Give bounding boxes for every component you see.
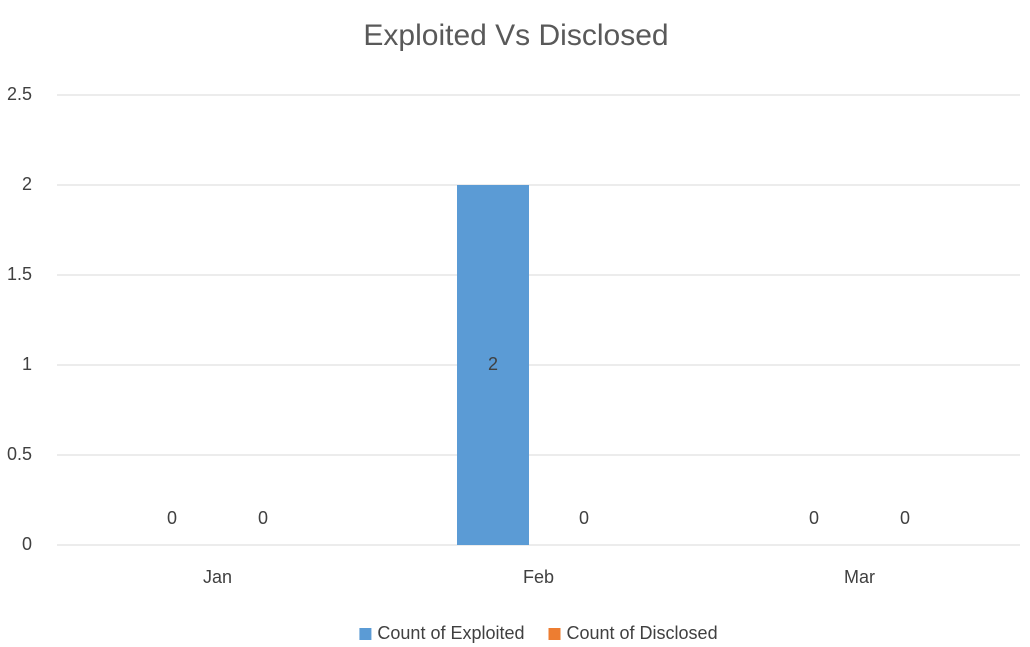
y-tick-label: 1.5: [7, 264, 32, 284]
data-label: 0: [258, 508, 268, 528]
legend-label: Count of Exploited: [377, 623, 524, 643]
x-tick-label: Jan: [203, 567, 232, 587]
legend-swatch: [359, 628, 372, 640]
data-label: 2: [488, 354, 498, 374]
legend-swatch: [548, 628, 561, 640]
x-tick-label: Mar: [844, 567, 875, 587]
y-tick-label: 1: [22, 354, 32, 374]
data-label: 0: [809, 508, 819, 528]
bar: [457, 185, 529, 545]
y-tick-label: 0.5: [7, 444, 32, 464]
x-tick-label: Feb: [523, 567, 554, 587]
legend-label: Count of Disclosed: [567, 623, 718, 643]
y-tick-label: 2: [22, 174, 32, 194]
data-label: 0: [900, 508, 910, 528]
y-tick-label: 0: [22, 534, 32, 554]
chart-title: Exploited Vs Disclosed: [363, 19, 668, 52]
y-tick-label: 2.5: [7, 84, 32, 104]
data-label: 0: [579, 508, 589, 528]
data-label: 0: [167, 508, 177, 528]
